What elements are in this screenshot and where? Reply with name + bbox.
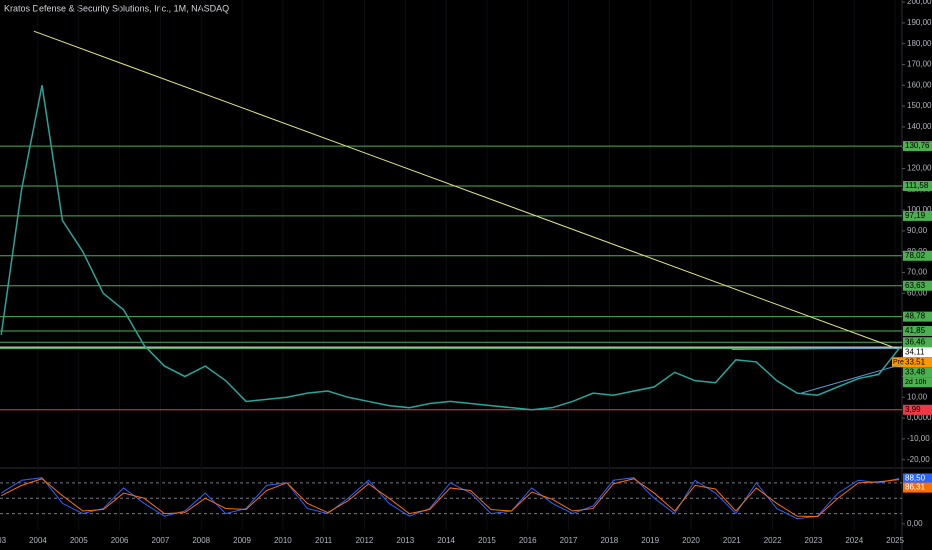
countdown-tag xyxy=(903,377,932,388)
y-tick-label: 100,00 xyxy=(907,205,932,214)
x-tick-label: 2005 xyxy=(70,536,88,545)
level-tag xyxy=(903,357,932,368)
x-tick-label: 2014 xyxy=(437,536,455,545)
x-tick-label: 2022 xyxy=(764,536,782,545)
level-label: 33,51 xyxy=(905,357,926,366)
y-tick-label: 120,00 xyxy=(907,164,932,173)
level-tag xyxy=(903,311,932,322)
y-tick-label: 200,00 xyxy=(907,0,932,6)
level-label: 34,11 xyxy=(905,347,925,356)
x-tick-label: 2009 xyxy=(233,536,251,545)
x-tick-label: 2010 xyxy=(274,536,292,545)
stoch-line xyxy=(0,478,900,518)
level-label: 36,46 xyxy=(905,337,926,346)
level-tag xyxy=(903,347,932,358)
stoch-value-label: 88,50 xyxy=(905,474,926,483)
y-tick-label: 180,00 xyxy=(907,39,932,48)
level-label: 130,76 xyxy=(905,141,930,150)
x-tick-label: 2019 xyxy=(641,536,659,545)
level-label: 97,19 xyxy=(905,211,926,220)
level-tag xyxy=(903,337,932,348)
y-tick-label: 170,00 xyxy=(907,60,932,69)
countdown: 2d 10h xyxy=(905,379,927,386)
level-tag xyxy=(903,250,932,261)
level-tag xyxy=(903,404,932,415)
y-tick-label: 10,00 xyxy=(907,392,928,401)
x-tick-label: 2007 xyxy=(152,536,170,545)
stoch-value-label: 86,31 xyxy=(905,483,926,492)
x-tick-label: 2023 xyxy=(805,536,823,545)
y-tick-label: 160,00 xyxy=(907,80,932,89)
level-label: 33,48 xyxy=(905,367,926,376)
stoch-tag xyxy=(903,482,932,493)
level-label: 63,63 xyxy=(905,281,926,290)
level-label: 48,78 xyxy=(905,312,926,321)
level-tag xyxy=(903,210,932,221)
x-tick-label: 2012 xyxy=(356,536,374,545)
y-tick-label: 0,0000 xyxy=(907,413,932,422)
stoch-line xyxy=(0,477,900,520)
x-tick-label: 2013 xyxy=(396,536,414,545)
level-tag xyxy=(903,141,932,152)
trendline xyxy=(731,347,900,350)
level-tag xyxy=(903,280,932,291)
level-tag xyxy=(903,367,932,378)
pre-tag xyxy=(892,357,903,368)
y-tick-label: 150,00 xyxy=(907,101,932,110)
x-tick-label: 2017 xyxy=(560,536,578,545)
level-tag xyxy=(903,326,932,337)
x-tick-label: 2025 xyxy=(886,536,904,545)
trendline xyxy=(801,363,904,394)
stoch-tag xyxy=(903,473,932,484)
x-tick-label: 2015 xyxy=(478,536,496,545)
y-tick-label: -10,00 xyxy=(907,434,930,443)
x-tick-label: 2011 xyxy=(315,536,333,545)
y-tick-label: 190,00 xyxy=(907,18,932,27)
y-tick-label: 140,00 xyxy=(907,122,932,131)
level-tag xyxy=(903,180,932,191)
price-line xyxy=(0,85,900,411)
x-tick-label: 2024 xyxy=(845,536,863,545)
x-tick-label: 2004 xyxy=(29,536,47,545)
trendline xyxy=(33,30,900,350)
level-label: 3,99 xyxy=(905,405,921,414)
level-label: 111,58 xyxy=(905,181,929,190)
x-tick-label: 2006 xyxy=(111,536,129,545)
x-tick-label: 2021 xyxy=(723,536,741,545)
level-label: 41,85 xyxy=(905,326,926,335)
y-tick-label: 0,00 xyxy=(907,519,923,528)
x-tick-label: 2003 xyxy=(0,536,7,545)
y-tick-label: 90,00 xyxy=(907,226,928,235)
y-tick-label: 60,00 xyxy=(907,288,928,297)
pre-label: Pre xyxy=(893,359,904,366)
x-tick-label: 2016 xyxy=(519,536,537,545)
level-label: 78,02 xyxy=(905,251,926,260)
x-tick-label: 2008 xyxy=(192,536,210,545)
y-tick-label: 70,00 xyxy=(907,268,928,277)
x-tick-label: 2020 xyxy=(682,536,700,545)
chart-title: Kratos Defense & Security Solutions, Inc… xyxy=(4,3,229,13)
y-tick-label: -20,00 xyxy=(907,455,930,464)
x-tick-label: 2018 xyxy=(600,536,618,545)
